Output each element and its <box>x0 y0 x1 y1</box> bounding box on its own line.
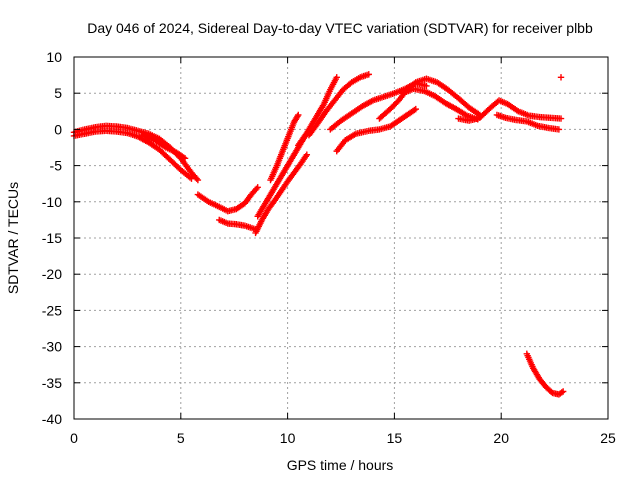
y-tick-label: -35 <box>42 375 62 391</box>
x-tick-label: 5 <box>177 430 185 446</box>
x-tick-label: 15 <box>387 430 403 446</box>
x-axis-label: GPS time / hours <box>287 457 394 473</box>
data-point <box>559 388 567 395</box>
y-tick-label: -25 <box>42 302 62 318</box>
data-point <box>557 115 565 122</box>
data-point <box>423 82 430 90</box>
y-tick-label: 5 <box>54 85 62 101</box>
chart-ticks <box>73 56 609 420</box>
data-point <box>188 175 195 182</box>
data-point <box>333 74 340 81</box>
data-point <box>557 74 565 81</box>
data-point <box>254 184 261 191</box>
y-tick-label: -15 <box>42 230 62 246</box>
data-point <box>180 154 187 161</box>
data-point <box>295 111 302 119</box>
chart-points <box>70 71 567 398</box>
y-tick-label: -5 <box>50 158 63 174</box>
data-point <box>412 105 419 113</box>
x-tick-label: 25 <box>600 430 616 446</box>
chart-grid <box>74 57 608 419</box>
data-point <box>303 151 311 158</box>
data-point <box>558 389 565 396</box>
data-point <box>411 80 418 87</box>
y-tick-label: 10 <box>46 49 62 65</box>
y-tick-label: -20 <box>42 266 62 282</box>
chart-title: Day 046 of 2024, Sidereal Day-to-day VTE… <box>87 20 593 36</box>
data-point <box>555 126 563 133</box>
x-tick-label: 0 <box>70 430 78 446</box>
y-axis-label: SDTVAR / TECUs <box>5 182 21 294</box>
y-tick-label: -10 <box>42 194 62 210</box>
x-tick-label: 10 <box>280 430 296 446</box>
chart-tick-labels: 0 5 10 15 20 25 -40 -35 -30 -25 -20 -15 -10 -5 0 5 10 <box>42 49 616 446</box>
data-point <box>194 176 202 184</box>
x-tick-label: 20 <box>493 430 509 446</box>
y-tick-label: -40 <box>42 411 62 427</box>
data-point <box>365 71 372 78</box>
y-tick-label: -30 <box>42 339 62 355</box>
y-tick-label: 0 <box>54 121 62 137</box>
data-point <box>411 106 418 114</box>
data-point <box>181 155 189 162</box>
